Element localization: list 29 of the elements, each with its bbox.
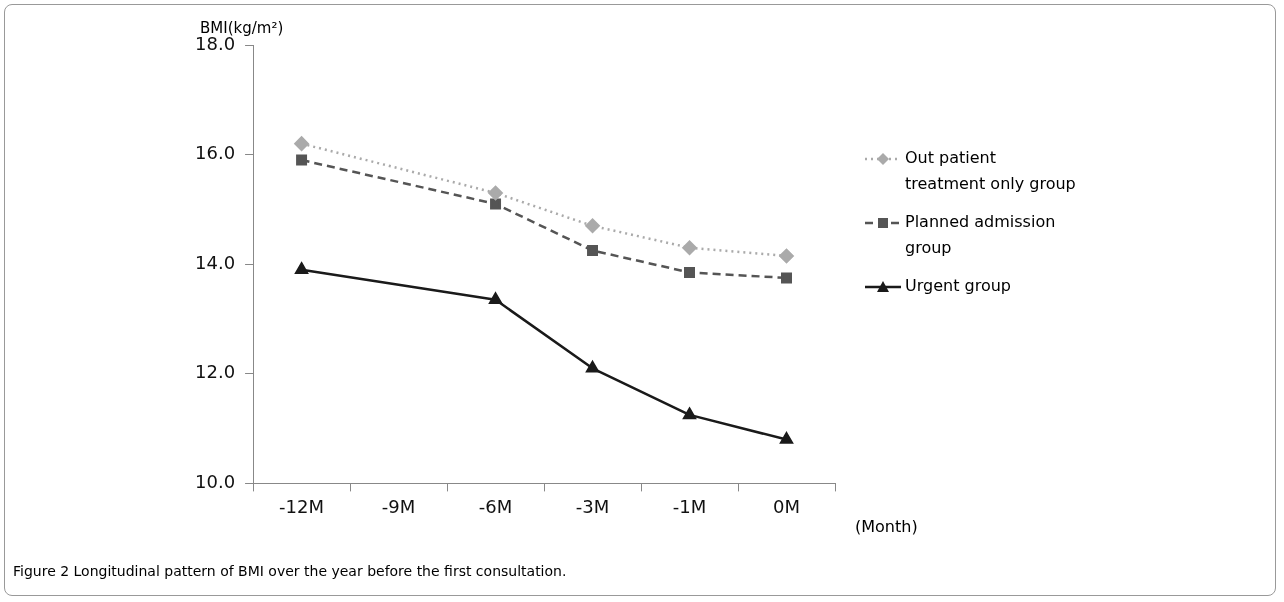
x-tick-label: 0M [773, 495, 800, 517]
point [684, 266, 696, 278]
legend-label: Planned admission group [905, 211, 1057, 259]
x-tick-label: -3M [575, 495, 610, 517]
legend-label: Out patient treatment only group [905, 147, 1077, 195]
caption: Figure 2 Longitudinal pattern of BMI over the year before the first consultation. [13, 563, 567, 579]
x-tick-label: -1M [672, 495, 707, 517]
point [295, 262, 309, 274]
point [781, 272, 792, 284]
point [294, 136, 309, 151]
x-tick-label: -9M [381, 495, 416, 517]
x-tick-label: -12M [279, 495, 325, 517]
y-tick-label: 12.0 [195, 361, 236, 383]
point [488, 185, 503, 201]
point [780, 432, 793, 444]
point [683, 407, 696, 420]
x-axis-title: (Month) [855, 517, 918, 536]
x-tick-label: -6M [478, 495, 513, 517]
point [682, 240, 697, 256]
point [585, 218, 600, 234]
y-tick-label: 16.0 [195, 142, 236, 164]
point [587, 245, 599, 256]
legend-label: Urgent group [905, 275, 1011, 297]
y-tick-label: 14.0 [195, 251, 236, 273]
point [489, 292, 502, 305]
point [490, 198, 502, 210]
y-tick-label: 10.0 [195, 471, 236, 493]
point [296, 154, 308, 166]
point [779, 248, 794, 264]
